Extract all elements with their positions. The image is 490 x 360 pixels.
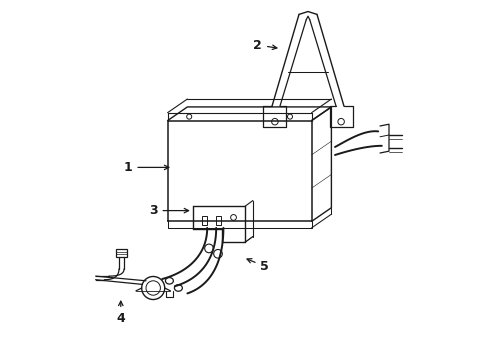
Text: 4: 4 <box>117 301 125 325</box>
Text: 3: 3 <box>149 204 189 217</box>
Bar <box>202 216 207 225</box>
Text: 2: 2 <box>253 39 277 51</box>
Bar <box>116 249 127 257</box>
Text: 5: 5 <box>247 259 269 273</box>
Text: 1: 1 <box>123 161 169 174</box>
Bar <box>216 216 221 225</box>
